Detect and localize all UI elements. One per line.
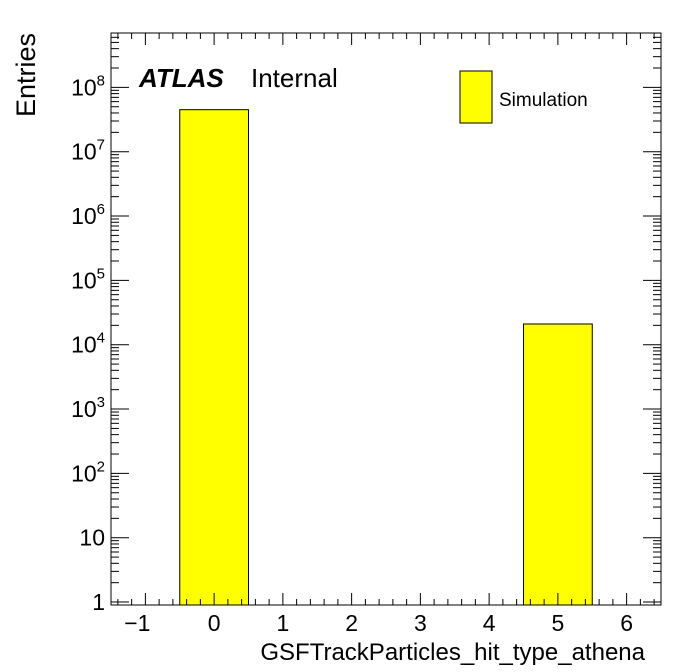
y-tick-label-exponent: 2 [97, 458, 105, 475]
y-tick-label-exponent: 7 [97, 137, 105, 154]
y-tick-label-exponent: 3 [97, 394, 105, 411]
x-tick-label: 1 [276, 610, 289, 636]
y-tick-label: 108 [71, 72, 105, 100]
y-tick-label-base: 10 [79, 525, 105, 551]
y-tick-label: 106 [71, 201, 105, 229]
y-tick-label-exponent: 6 [97, 201, 105, 218]
y-tick-label-base: 10 [71, 203, 97, 229]
x-tick-label: 3 [414, 610, 427, 636]
y-tick-label: 1 [92, 589, 105, 615]
histogram-bars [179, 109, 593, 606]
y-tick-label-base: 10 [71, 139, 97, 165]
legend: Simulation [459, 70, 588, 124]
y-tick-label-exponent: 5 [97, 265, 105, 282]
legend-label: Simulation [499, 90, 588, 111]
axis-ticks [111, 32, 661, 605]
plot-frame [110, 32, 662, 606]
y-tick-label-exponent: 4 [97, 330, 105, 347]
y-tick-label-exponent: 8 [97, 72, 105, 89]
y-tick-label-base: 10 [71, 396, 97, 422]
y-tick-label: 104 [71, 330, 105, 358]
legend-swatch [459, 70, 493, 124]
y-axis-title: Entries [11, 33, 41, 117]
internal-label: Internal [251, 63, 338, 93]
y-tick-label-base: 10 [71, 267, 97, 293]
atlas-label: ATLAS [138, 63, 224, 93]
histogram-bar-1 [523, 323, 593, 606]
x-tick-label: −1 [124, 610, 150, 636]
y-tick-label-base: 10 [71, 332, 97, 358]
y-tick-label-base: 1 [92, 589, 105, 615]
x-tick-label: 2 [345, 610, 358, 636]
x-axis-title: GSFTrackParticles_hit_type_athena [260, 639, 645, 666]
y-tick-label: 107 [71, 137, 105, 165]
x-tick-label: 0 [208, 610, 221, 636]
x-tick-label: 6 [620, 610, 633, 636]
y-tick-label-base: 10 [71, 460, 97, 486]
x-tick-labels: −1 0 1 2 3 4 5 6 [124, 610, 633, 636]
histogram-bar-0 [179, 109, 249, 606]
x-tick-label: 5 [551, 610, 564, 636]
y-tick-label-base: 10 [71, 74, 97, 100]
y-tick-label: 105 [71, 265, 105, 293]
y-tick-label: 10 [79, 525, 105, 551]
y-tick-label: 103 [71, 394, 105, 422]
y-tick-label: 102 [71, 458, 105, 486]
x-tick-label: 4 [483, 610, 496, 636]
